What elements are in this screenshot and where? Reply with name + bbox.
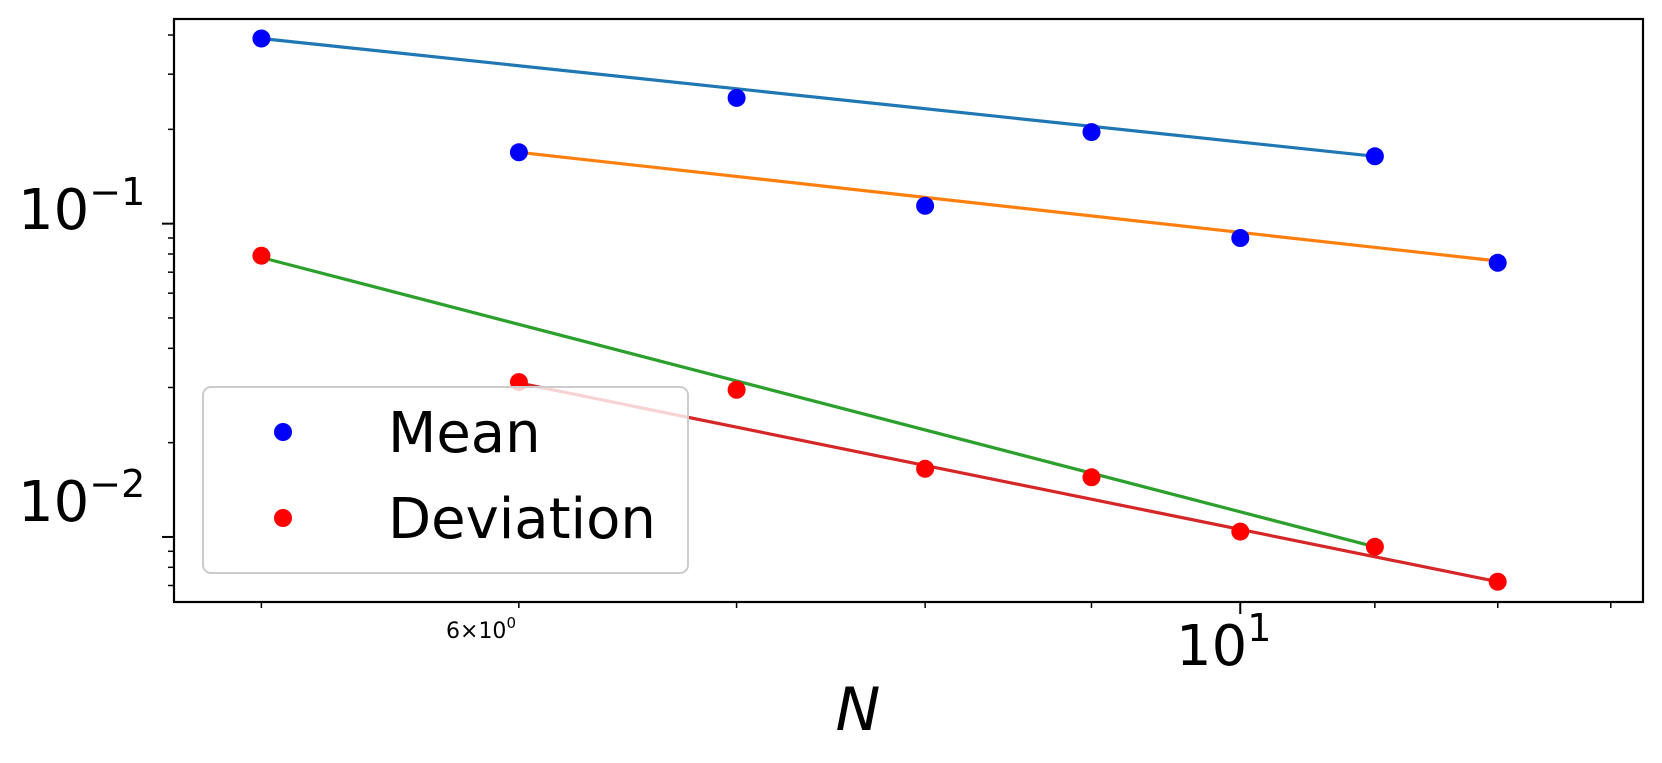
fit-line-5 bbox=[260, 255, 1376, 549]
data-point-4-3 bbox=[1365, 537, 1384, 556]
axes-frame bbox=[172, 17, 1645, 604]
data-point-4-2 bbox=[1082, 468, 1101, 487]
data-point-0-2 bbox=[1082, 123, 1101, 142]
legend: Mean Deviation bbox=[202, 386, 689, 574]
x-minor-base: 10 bbox=[478, 619, 506, 644]
fit-line-1 bbox=[261, 36, 1376, 158]
plot-area bbox=[162, 17, 1645, 614]
data-point-2-1 bbox=[916, 196, 935, 215]
x-tick-label-major: 101 bbox=[1176, 606, 1271, 679]
legend-marker-deviation bbox=[274, 509, 292, 527]
data-point-4-0 bbox=[252, 246, 271, 265]
x-major-exp: 1 bbox=[1247, 606, 1271, 650]
data-point-2-3 bbox=[1488, 253, 1507, 272]
y-tick-label-2-base: 10 bbox=[18, 470, 89, 535]
data-point-4-1 bbox=[727, 380, 746, 399]
data-point-0-0 bbox=[252, 29, 271, 48]
fit-lines bbox=[260, 36, 1499, 584]
svg-text:10−1: 10−1 bbox=[18, 170, 145, 243]
x-major-base: 10 bbox=[1176, 614, 1247, 679]
x-minor-exp: 0 bbox=[506, 614, 516, 632]
data-point-6-3 bbox=[1488, 572, 1507, 591]
legend-box bbox=[202, 386, 689, 574]
legend-label-deviation: Deviation bbox=[388, 487, 656, 552]
y-tick-label-1-base: 10 bbox=[18, 178, 89, 243]
x-minor-coef: 6 bbox=[446, 619, 460, 644]
svg-text:101: 101 bbox=[1176, 606, 1271, 679]
x-tick-label-minor: 6×100 bbox=[446, 614, 516, 644]
x-axis-label: N bbox=[836, 675, 881, 745]
legend-marker-mean bbox=[274, 423, 292, 441]
data-point-6-2 bbox=[1231, 522, 1250, 541]
data-point-2-0 bbox=[509, 143, 528, 162]
legend-label-mean: Mean bbox=[388, 401, 541, 466]
y-tick-label-2-exp: −2 bbox=[89, 462, 145, 506]
y-tick-label-2: 10−2 bbox=[18, 462, 145, 535]
svg-text:6×100: 6×100 bbox=[446, 614, 516, 644]
data-point-0-1 bbox=[727, 88, 746, 107]
data-point-0-3 bbox=[1365, 147, 1384, 166]
svg-text:10−2: 10−2 bbox=[18, 462, 145, 535]
y-tick-label-1: 10−1 bbox=[18, 170, 145, 243]
y-tick-label-1-exp: −1 bbox=[89, 170, 145, 214]
data-point-6-1 bbox=[916, 459, 935, 478]
data-point-2-2 bbox=[1231, 229, 1250, 247]
fit-line-3 bbox=[518, 150, 1498, 263]
x-minor-times: × bbox=[460, 619, 478, 644]
